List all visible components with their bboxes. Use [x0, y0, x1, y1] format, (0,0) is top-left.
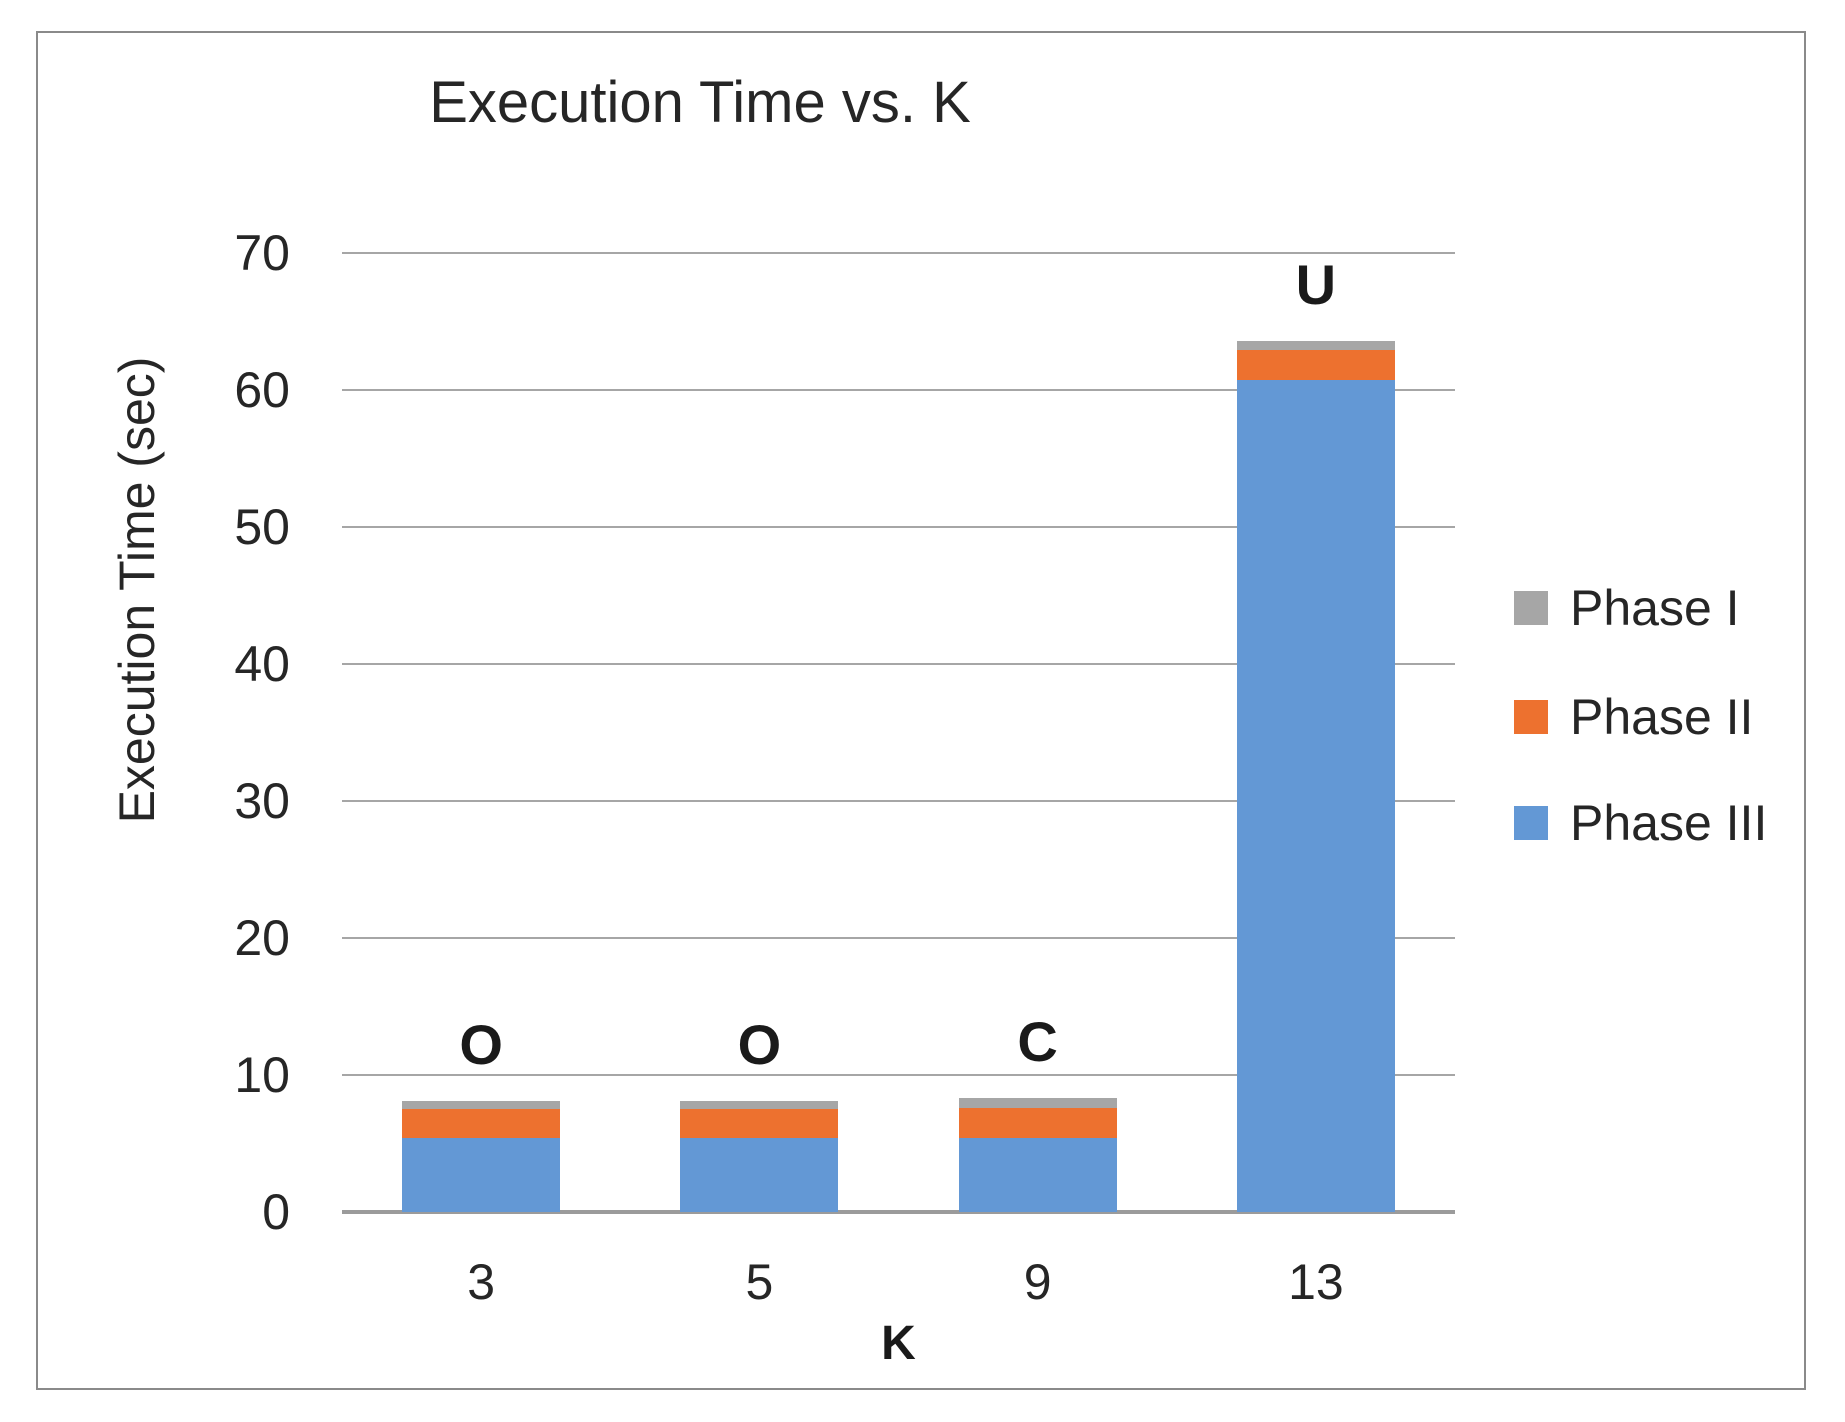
legend-swatch	[1514, 591, 1548, 625]
chart-title: Execution Time vs. K	[429, 70, 971, 135]
bar-segment-phase-ii	[1236, 350, 1395, 381]
legend-item-phase-ii: Phase II	[1514, 689, 1753, 745]
legend-swatch	[1514, 806, 1548, 840]
gridline	[342, 1074, 1455, 1076]
bar-segment-phase-i	[958, 1098, 1117, 1108]
plot-area: O O C U	[342, 252, 1455, 1214]
x-tick-label: 3	[467, 1254, 496, 1310]
bar-k-5	[680, 1101, 839, 1212]
gridline	[342, 800, 1455, 802]
bar-k-13	[1236, 340, 1395, 1212]
x-tick-label: 9	[1023, 1254, 1052, 1310]
y-tick-label: 50	[234, 499, 290, 555]
legend-item-phase-iii: Phase III	[1514, 795, 1767, 851]
bar-annotation: U	[1295, 252, 1337, 316]
legend-item-phase-i: Phase I	[1514, 580, 1740, 636]
chart-outer-frame	[36, 31, 1806, 1390]
bar-segment-phase-i	[1236, 340, 1395, 351]
y-tick-label: 70	[234, 225, 290, 281]
bar-k-9	[958, 1098, 1117, 1212]
x-axis-title: K	[881, 1317, 916, 1370]
legend-swatch	[1514, 700, 1548, 734]
gridline	[342, 252, 1455, 254]
bar-annotation: C	[1017, 1010, 1058, 1074]
legend-label: Phase I	[1570, 580, 1740, 636]
gridline	[342, 937, 1455, 939]
bar-segment-phase-iii	[958, 1138, 1117, 1212]
legend-label: Phase III	[1570, 795, 1768, 851]
y-tick-label: 10	[234, 1047, 290, 1103]
y-tick-label: 20	[234, 910, 290, 966]
y-tick-label: 30	[234, 773, 290, 829]
bar-segment-phase-iii	[680, 1138, 839, 1212]
x-axis-line	[342, 1210, 1455, 1214]
legend-label: Phase II	[1570, 689, 1754, 745]
bar-segment-phase-ii	[958, 1107, 1117, 1138]
gridline	[342, 526, 1455, 528]
gridline	[342, 663, 1455, 665]
y-tick-label: 0	[262, 1184, 290, 1240]
bar-annotation: O	[459, 1013, 503, 1077]
bar-segment-phase-iii	[1236, 380, 1395, 1212]
bar-segment-phase-i	[402, 1101, 561, 1110]
y-tick-label: 60	[234, 362, 290, 418]
bar-segment-phase-ii	[402, 1109, 561, 1139]
bar-segment-phase-iii	[402, 1138, 561, 1212]
bar-annotation: O	[737, 1013, 782, 1077]
gridline	[342, 389, 1455, 391]
bar-k-3	[402, 1101, 561, 1212]
bar-segment-phase-i	[680, 1101, 839, 1110]
x-tick-label: 5	[745, 1254, 774, 1310]
y-tick-label: 40	[234, 636, 290, 692]
x-tick-label: 13	[1288, 1254, 1344, 1310]
bar-segment-phase-ii	[680, 1109, 839, 1139]
